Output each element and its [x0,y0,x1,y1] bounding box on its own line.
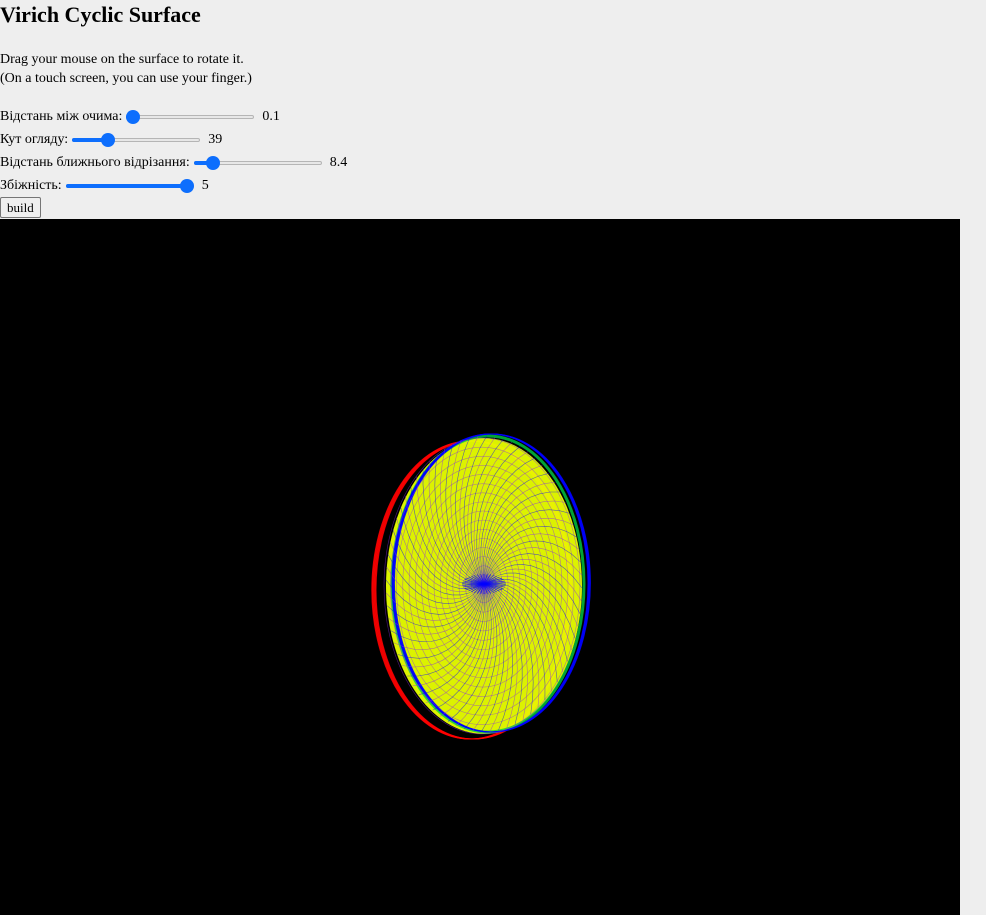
convergence-value: 5 [201,178,209,193]
eye-distance-label: Відстань між очима: [0,109,123,124]
right-eye-layer [390,433,591,734]
page-title: Virich Cyclic Surface [0,2,201,27]
slider-track [126,115,255,119]
convergence-control: Збіжність: 5 [0,175,209,197]
eye-distance-value: 0.1 [262,109,280,124]
surface-canvas[interactable] [0,219,960,915]
slider-thumb[interactable] [179,179,194,193]
slider-fill [72,138,108,142]
convergence-slider[interactable] [65,175,194,197]
build-button[interactable]: build [0,197,41,218]
slider-thumb[interactable] [100,133,115,147]
eye-distance-slider[interactable] [126,106,255,128]
eye-distance-control: Відстань між очима: 0.1 [0,106,280,128]
near-clip-label: Відстань ближнього відрізання: [0,155,190,170]
near-clip-value: 8.4 [329,155,348,170]
slider-thumb[interactable] [206,156,221,170]
convergence-label: Збіжність: [0,178,62,193]
surface-render [371,433,591,740]
view-angle-control: Кут огляду: 39 [0,129,222,151]
surface-mesh-layer [383,435,583,735]
view-angle-slider[interactable] [72,129,201,151]
near-clip-control: Відстань ближнього відрізання: 8.4 [0,152,347,174]
page-scrollbar-area [960,219,986,915]
instructions-line-1: Drag your mouse on the surface to rotate… [0,52,244,67]
slider-fill [65,184,187,188]
instructions: Drag your mouse on the surface to rotate… [0,50,252,88]
near-clip-slider[interactable] [193,152,322,174]
slider-thumb[interactable] [126,110,141,124]
view-angle-label: Кут огляду: [0,132,69,147]
instructions-line-2: (On a touch screen, you can use your fin… [0,71,252,86]
slider-fill [193,161,214,165]
view-angle-value: 39 [208,132,223,147]
